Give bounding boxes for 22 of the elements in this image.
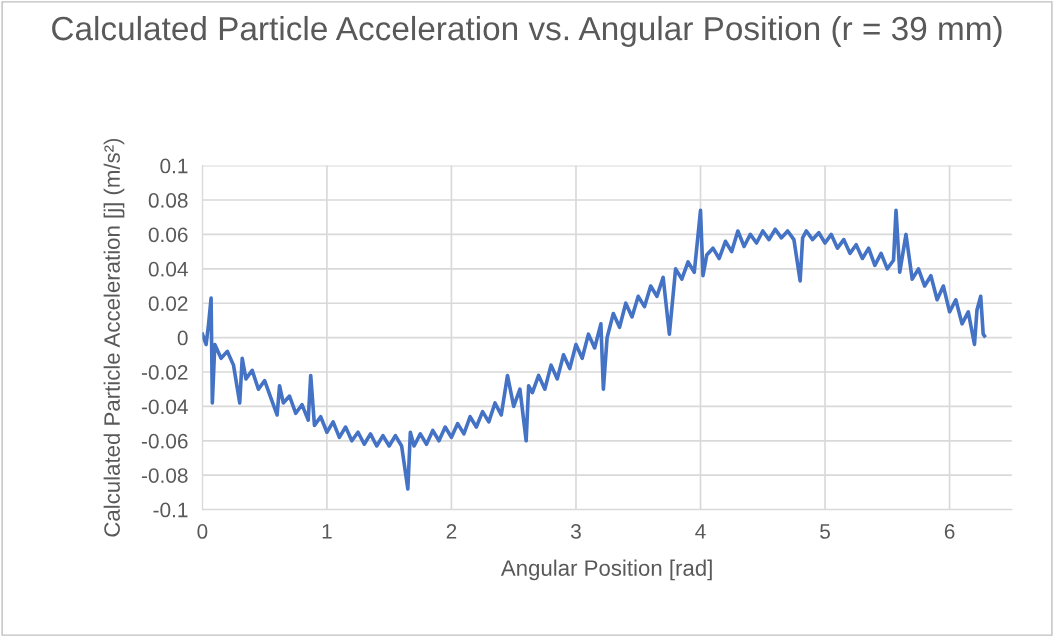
y-tick-label: 0.1 xyxy=(160,158,188,174)
y-tick-label: -0.02 xyxy=(141,365,188,380)
y-tick-label: 0 xyxy=(177,330,188,346)
x-tick-label: 2 xyxy=(446,524,457,539)
x-tick-label: 5 xyxy=(820,524,830,539)
y-tick-label: 0.08 xyxy=(148,193,188,208)
y-tick-label: 0.06 xyxy=(148,227,188,243)
y-tick-label: -0.08 xyxy=(141,468,188,483)
y-tick-label: 0.02 xyxy=(148,296,188,311)
x-tick-label: 3 xyxy=(570,524,581,539)
y-axis-title: Calculated Particle Acceleration [j] (m/s²) xyxy=(103,138,125,537)
x-tick-label: 4 xyxy=(695,524,706,539)
y-tick-label: -0.1 xyxy=(153,502,188,518)
line-series xyxy=(202,208,987,491)
y-tick-label: -0.04 xyxy=(141,399,188,415)
x-tick-label: 6 xyxy=(944,524,955,539)
y-tick-label: -0.06 xyxy=(141,433,188,449)
chart-title: Calculated Particle Acceleration vs. Angular Position (r = 39 mm) xyxy=(52,15,1002,47)
x-tick-label: 0 xyxy=(197,524,208,539)
x-tick-label: 1 xyxy=(322,524,332,539)
x-axis-title: Angular Position [rad] xyxy=(500,559,712,581)
y-tick-label: 0.04 xyxy=(148,261,188,277)
